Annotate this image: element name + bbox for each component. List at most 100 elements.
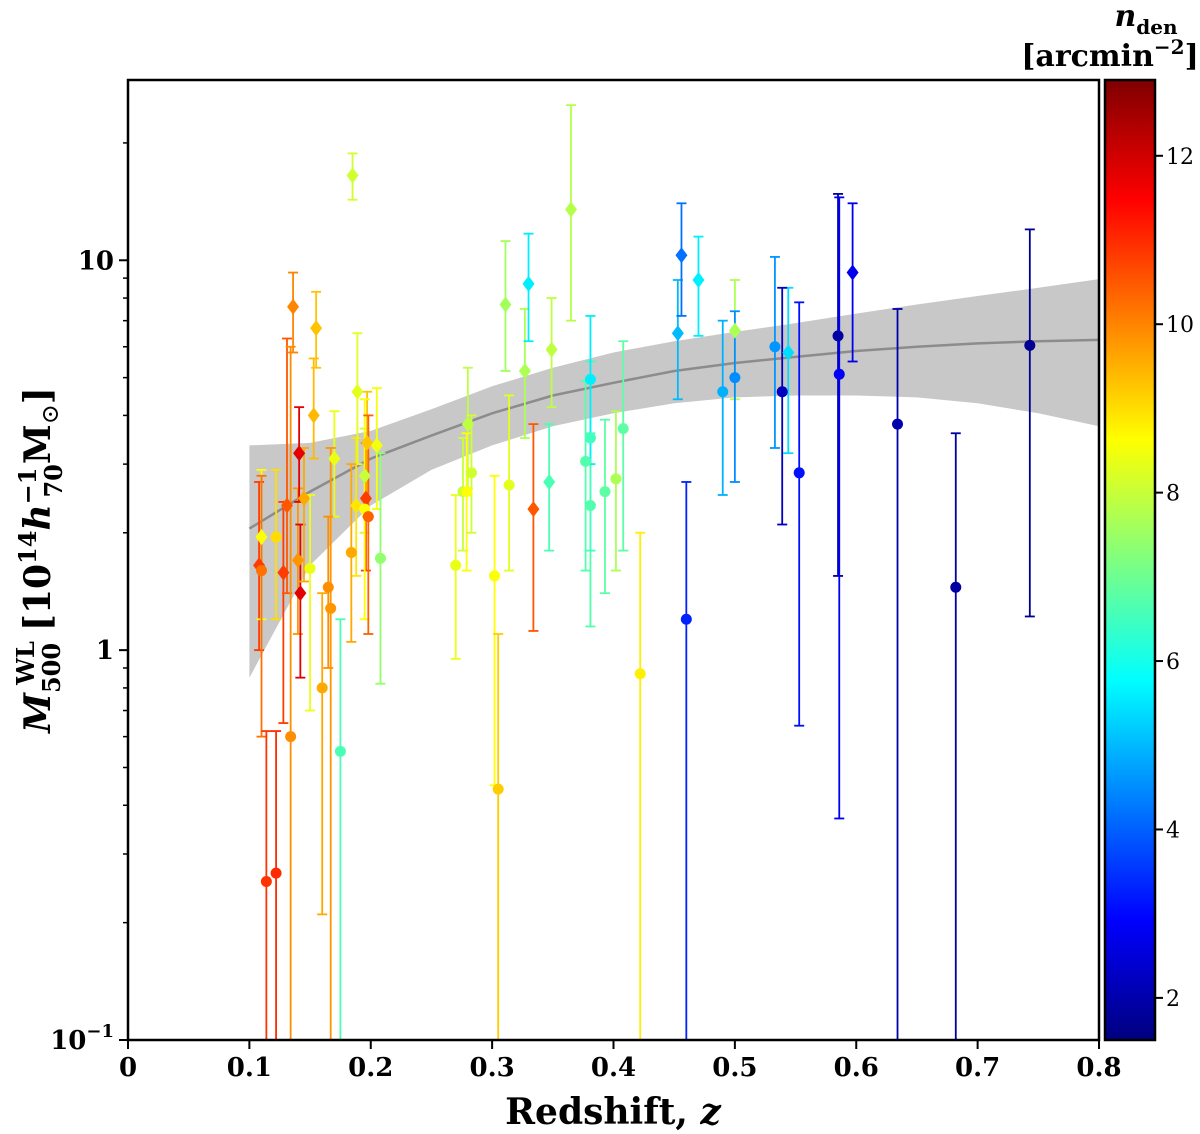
data-point-circle [584,373,596,385]
data-point-circle [492,783,504,795]
error-bar [794,301,805,727]
colorbar-ticks: 2 4 6 8 10 12 [1155,145,1194,1012]
error-bar [493,633,504,1040]
data-point-diamond [277,564,290,581]
x-tick-label: 0.2 [348,1053,393,1083]
error-bar [681,481,692,1040]
error-bar [317,592,328,916]
colorbar-tick-label: 10 [1166,313,1194,338]
data-point-diamond [293,445,306,462]
data-point-circle [634,668,646,680]
y-label-hsup: −1 [13,468,42,505]
data-markers [253,167,1036,888]
data-point-diamond [728,322,741,339]
x-axis-label-var: z [699,1091,722,1133]
data-point-diamond [294,585,307,602]
y-label-open: [10 [17,564,59,631]
data-point-circle [584,432,596,444]
data-point-diamond [291,552,304,569]
data-point-diamond [545,341,558,358]
error-bar [847,202,858,363]
error-bar [363,414,374,635]
error-bar [335,618,346,1040]
data-point-circle [776,386,788,398]
error-bar [256,474,267,738]
colorbar-unit-text: [arcmin [1021,39,1154,74]
data-point-circle [489,570,501,582]
error-bars [254,104,1035,1040]
y-label-unit: M [17,424,59,464]
error-bar [635,531,646,1040]
data-point-circle [322,581,334,593]
data-point-diamond [543,473,556,490]
svg-text:M500WL[1014h−170M⊙]: M500WL[1014h−170M⊙] [11,387,68,735]
error-bar [1024,228,1035,618]
data-point-circle [832,330,844,342]
data-point-diamond [671,325,684,342]
y-label-exp: 14 [13,531,42,564]
x-tick-label: 0.6 [834,1053,879,1083]
x-tick-label: 0.5 [712,1053,757,1083]
data-point-circle [1024,339,1036,351]
error-bar [833,192,844,577]
data-point-circle [769,341,781,353]
data-point-circle [833,368,845,380]
error-bar [834,196,845,820]
data-point-circle [892,418,904,430]
data-point-diamond [350,497,363,514]
x-tick-label: 0.3 [470,1053,515,1083]
y-label-sub: 500 [37,643,66,693]
y-axis-label: M500WL[1014h−170M⊙] [11,387,68,735]
plot-area: 0 0.1 0.2 0.3 0.4 0.5 0.6 0.7 0.8 10−1 1 10 [50,78,1122,1083]
x-tick-label: 0.1 [227,1053,272,1083]
data-point-diamond [518,362,531,379]
x-axis-ticks: 0 0.1 0.2 0.3 0.4 0.5 0.6 0.7 0.8 [119,1040,1122,1083]
error-bar [777,286,788,526]
colorbar-tick-label: 8 [1166,482,1180,507]
data-point-circle [362,511,374,523]
data-point-diamond [692,272,705,289]
x-tick-label: 0.4 [591,1053,636,1083]
x-axis-label-text: Redshift, [505,1091,700,1133]
x-tick-label: 0 [119,1053,137,1083]
y-label-sun: ⊙ [36,404,64,424]
data-point-diamond [522,275,535,292]
colorbar-title-sym: n [1114,0,1136,34]
data-point-circle [374,552,386,564]
data-point-diamond [351,383,364,400]
error-bar [325,447,336,1040]
confidence-band [249,279,1099,678]
y-axis-ticks: 10−1 1 10 [50,142,128,1056]
error-bar [271,730,282,1040]
y-label-hsub: 70 [39,464,68,497]
data-point-circle [285,731,297,743]
data-point-diamond [255,529,268,546]
data-point-circle [304,562,316,574]
data-point-circle [345,547,357,559]
colorbar: 2 4 6 8 10 12 nden [arcmin−2] [1021,0,1199,1042]
error-bar [892,308,903,1040]
confidence-band-area [249,279,1099,678]
data-point-circle [270,867,282,879]
data-point-diamond [358,467,371,484]
colorbar-unit-close: ] [1185,39,1199,74]
data-point-circle [580,455,592,467]
y-tick-label: 10−1 [50,1021,114,1056]
x-axis-label: Redshift, z [505,1091,722,1133]
data-point-diamond [370,437,383,454]
data-point-circle [617,423,629,435]
data-point-diamond [675,247,688,264]
error-bar [461,432,472,572]
error-bar [271,468,282,621]
error-bar [285,345,296,1040]
data-point-circle [450,559,462,571]
data-point-diamond [461,416,474,433]
error-bar [769,256,780,449]
colorbar-tick-label: 6 [1166,650,1180,675]
data-point-diamond [527,501,540,518]
error-bar [528,423,539,632]
data-point-circle [950,581,962,593]
data-point-circle [599,486,611,498]
data-point-diamond [782,344,795,361]
